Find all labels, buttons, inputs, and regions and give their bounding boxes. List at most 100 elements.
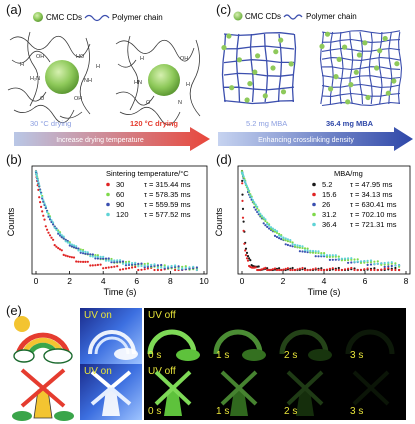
data-point-26	[331, 258, 334, 261]
plot-frame-b	[31, 165, 208, 275]
legend-series-90: 90	[116, 200, 124, 209]
rainbow-drawing-icon	[13, 316, 73, 364]
data-point-30	[131, 266, 134, 269]
net-strand-v	[378, 31, 383, 105]
decay-chart-d: Counts Time (s) MBA/mg 0 2 4 6 8 5.2 τ = 47.9…	[214, 165, 411, 297]
data-point-30	[91, 264, 94, 267]
legend-title-d: MBA/mg	[334, 169, 363, 178]
data-point-36.4	[347, 257, 350, 260]
data-point-5.2	[245, 251, 249, 254]
data-point-15.6	[244, 249, 247, 252]
data-point-30	[86, 260, 89, 263]
crosslink-schematic-c: CMC CDs Polymer chain 5.2 mg MBA 36.4 mg…	[218, 11, 413, 151]
data-point-31.2	[291, 241, 294, 244]
data-point-90	[82, 252, 85, 255]
data-point-120	[34, 170, 38, 173]
x-tick-label: 0	[240, 276, 245, 286]
data-point-15.6	[366, 267, 369, 270]
data-point-30	[40, 205, 43, 208]
data-point-36.4	[266, 222, 269, 226]
data-point-31.2	[309, 251, 312, 254]
data-point-5.2	[241, 193, 244, 196]
data-point-26	[275, 235, 279, 239]
data-point-36.4	[244, 183, 248, 186]
data-point-36.4	[311, 249, 315, 253]
data-point-31.2	[298, 246, 301, 249]
crosslink-arrow	[218, 127, 413, 151]
data-point-90	[70, 245, 73, 248]
data-point-30	[107, 266, 110, 269]
data-point-15.6	[328, 267, 331, 270]
x-tick-label: 8	[168, 276, 173, 286]
windmill-drawing-icon	[12, 368, 74, 421]
cd-dot	[345, 99, 351, 105]
legend-cd-label-c: CMC CDs	[245, 12, 281, 21]
data-point-26	[390, 264, 393, 268]
data-point-31.2	[314, 251, 317, 254]
legend-series-5.2: 5.2	[322, 180, 332, 189]
data-point-15.6	[271, 268, 274, 271]
functional-groups-right: H OH HN H O N	[134, 56, 190, 106]
data-point-26	[289, 244, 292, 247]
data-point-90	[110, 261, 113, 264]
loose-network	[221, 32, 297, 105]
data-point-5.2	[244, 247, 248, 250]
data-point-5.2	[337, 266, 340, 270]
x-tick-label: 6	[134, 276, 139, 286]
data-point-5.2	[246, 255, 250, 258]
data-point-15.6	[260, 268, 263, 271]
cd-dot	[273, 49, 279, 55]
legend-series-26: 26	[322, 200, 330, 209]
data-point-120	[107, 259, 110, 262]
data-point-90	[177, 265, 180, 268]
data-point-36.4	[243, 179, 246, 182]
data-point-90	[79, 251, 82, 254]
cd-dot	[278, 37, 284, 43]
data-point-36.4	[289, 239, 292, 242]
data-point-26	[298, 250, 301, 253]
data-point-15.6	[373, 268, 376, 272]
data-point-120	[156, 266, 159, 269]
data-point-90	[156, 264, 159, 267]
data-point-15.6	[275, 268, 279, 272]
data-point-26	[262, 222, 265, 225]
data-point-36.4	[303, 249, 307, 252]
data-point-36.4	[245, 185, 249, 188]
svg-text:N: N	[178, 100, 182, 106]
data-point-26	[268, 227, 271, 230]
panel-a: (a) CMC CDs Polymer chain	[0, 0, 212, 152]
panel-label-d: (d)	[216, 152, 232, 167]
net-strand-v	[349, 31, 354, 105]
data-point-120	[57, 230, 60, 233]
data-point-15.6	[356, 268, 359, 272]
data-point-30	[37, 188, 40, 191]
data-point-120	[38, 184, 41, 187]
data-point-120	[58, 232, 62, 235]
data-point-5.2	[248, 257, 251, 260]
data-point-90	[52, 223, 55, 226]
cd-dot	[244, 97, 250, 103]
data-point-36.4	[282, 236, 285, 239]
legend-marker-5.2	[312, 182, 316, 187]
data-point-15.6	[301, 266, 304, 270]
data-point-120	[134, 261, 137, 264]
cd-dot	[247, 81, 253, 87]
svg-text:H: H	[140, 56, 144, 62]
net-strand-h	[321, 83, 401, 88]
data-point-36.4	[325, 254, 329, 257]
data-point-31.2	[273, 230, 277, 233]
data-point-30	[79, 260, 82, 263]
data-point-31.2	[293, 245, 297, 248]
cd-dot	[252, 69, 258, 75]
data-point-30	[116, 265, 119, 268]
data-point-15.6	[347, 267, 350, 270]
data-point-15.6	[311, 268, 315, 271]
data-point-15.6	[296, 268, 299, 271]
data-point-30	[134, 265, 137, 269]
data-point-36.4	[380, 262, 383, 265]
time-label-r2-0: 0 s	[148, 406, 162, 417]
data-point-5.2	[373, 267, 376, 270]
data-point-120	[86, 251, 89, 254]
data-point-30	[68, 255, 71, 258]
net-strand-h	[321, 66, 401, 71]
